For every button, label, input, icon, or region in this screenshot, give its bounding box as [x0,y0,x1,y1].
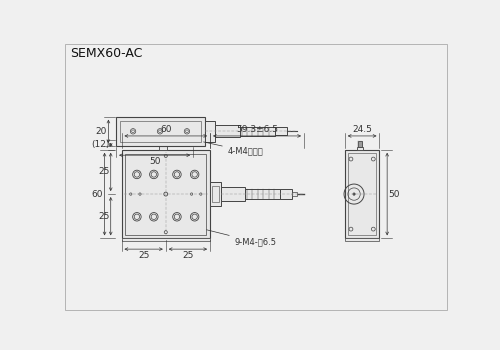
Bar [122,238,210,242]
Bar [212,186,220,202]
Bar [280,189,292,199]
Bar [216,125,240,138]
Bar [345,150,380,238]
Bar [159,146,166,150]
Bar [356,147,363,150]
Bar [120,120,201,142]
Bar [348,153,376,235]
Text: (12): (12) [91,140,109,149]
Bar [292,192,297,196]
Bar [210,182,221,206]
Text: 25: 25 [98,212,110,221]
Bar [116,117,204,146]
Text: 60: 60 [92,190,103,198]
Text: 4-M4沉头孔: 4-M4沉头孔 [204,142,264,156]
Text: 50: 50 [149,157,160,166]
Text: 59.3±6.5: 59.3±6.5 [236,125,278,134]
Bar [221,187,246,201]
Text: 20: 20 [96,127,107,136]
Text: 25: 25 [182,251,194,260]
Text: 24.5: 24.5 [352,125,372,134]
Text: SEMX60-AC: SEMX60-AC [70,47,142,60]
Bar [126,154,206,234]
Bar [204,120,216,142]
Bar [274,127,287,135]
Text: 50: 50 [388,190,400,198]
Text: 25: 25 [138,251,149,260]
Bar [246,189,280,199]
Text: 9-M4-深6.5: 9-M4-深6.5 [206,230,276,246]
Circle shape [353,193,355,195]
Bar [122,150,210,238]
Bar [240,127,274,136]
Bar [358,141,362,147]
Bar [160,140,166,146]
Text: 25: 25 [98,167,110,176]
Bar [345,238,380,242]
Text: 60: 60 [160,125,172,134]
